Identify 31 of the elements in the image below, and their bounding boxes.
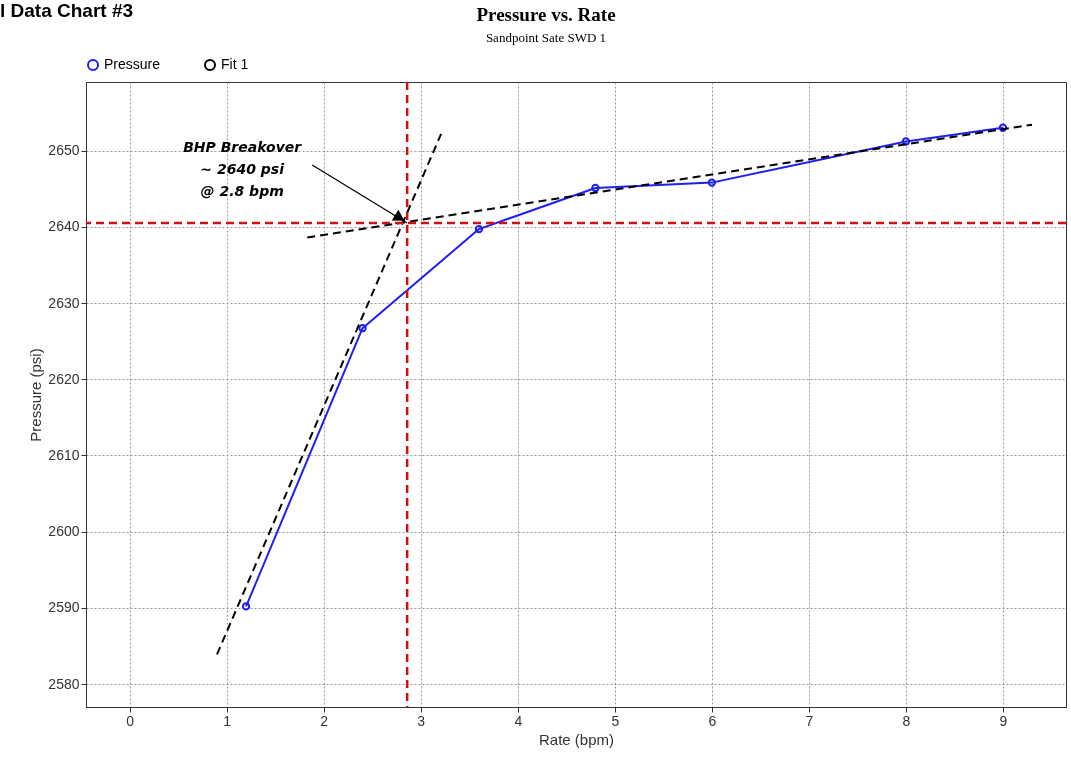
y-tick-label: 2600 [48,523,80,540]
x-tick-label: 4 [514,712,523,729]
x-tick-label: 0 [126,712,135,729]
x-tick-label: 9 [999,712,1008,729]
x-tick-label: 2 [320,712,329,729]
x-tick-label: 5 [611,712,620,729]
text: l Data Chart #3 [0,0,134,21]
y-tick-label: 2630 [48,294,80,311]
annotation: BHP Breakover ~ 2640 psi @ 2.8 bpm [183,139,303,200]
y-tick-label: 2610 [48,446,80,463]
chart-subtitle: Sandpoint Sate SWD 1 [485,30,607,45]
x-tick-label: 3 [417,712,426,729]
point [591,183,600,193]
point [474,224,484,234]
legend-label: Pressure [104,56,161,72]
x-tick-label: 1 [223,712,232,729]
legend-label: Fit 1 [221,56,249,72]
x-tick-label: 8 [902,712,911,729]
y-tick-label: 2620 [48,370,80,387]
y-tick-label: 2590 [48,599,80,616]
x-tick-label: 6 [708,712,717,729]
y-tick-label: 2580 [48,675,80,692]
x-axis-title: Rate (bpm) [538,730,615,748]
y-axis-title: Pressure (psi) [27,348,45,442]
y-tick-label: 2640 [48,218,80,235]
x-tick-label: 7 [805,712,814,729]
y-tick-label: 2650 [48,142,80,159]
chart-title: Pressure vs. Rate [476,4,616,25]
point [707,178,716,187]
point [901,137,911,146]
point [358,324,367,333]
